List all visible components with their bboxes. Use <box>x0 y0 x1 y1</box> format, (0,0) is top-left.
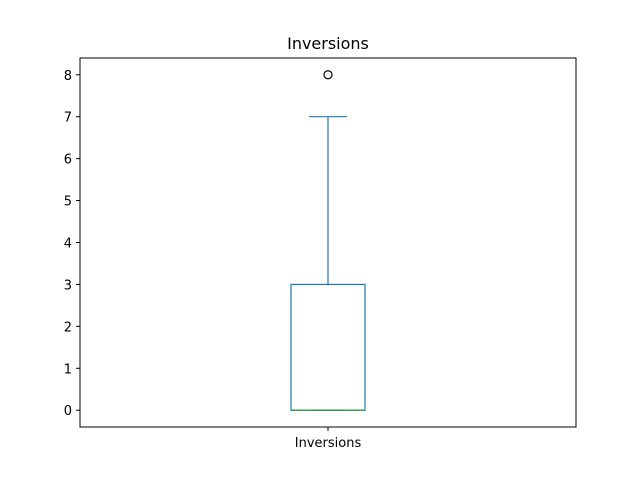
y-tick-label: 0 <box>64 404 72 419</box>
y-tick-label: 7 <box>64 111 72 126</box>
chart-title: Inversions <box>287 34 369 53</box>
y-tick-label: 8 <box>64 69 72 84</box>
y-tick-label: 3 <box>64 278 72 293</box>
y-tick-label: 5 <box>64 195 72 210</box>
y-tick-label: 6 <box>64 153 72 168</box>
y-tick-label: 2 <box>64 320 72 335</box>
outlier-point <box>323 70 333 80</box>
y-tick-label: 4 <box>64 237 72 252</box>
box-plot-series <box>290 70 366 411</box>
x-tick-label: Inversions <box>295 436 362 451</box>
y-axis: 0 1 2 3 4 5 6 7 8 <box>64 69 80 419</box>
y-tick-label: 1 <box>64 362 72 377</box>
x-axis: Inversions <box>295 427 362 451</box>
